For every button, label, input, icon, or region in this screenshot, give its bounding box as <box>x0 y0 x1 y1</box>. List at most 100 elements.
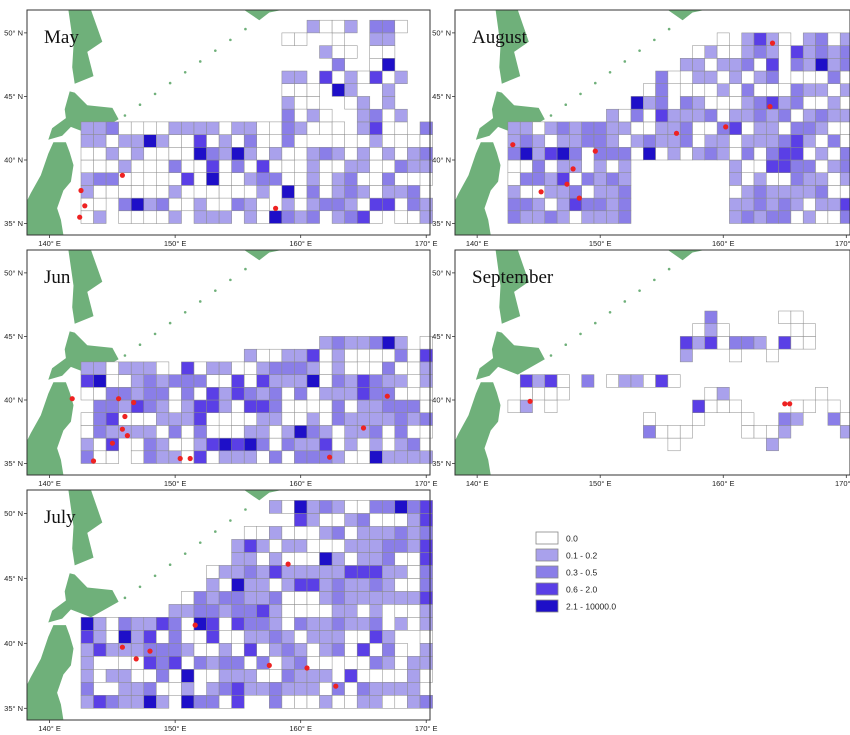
grid-cell <box>80 134 94 148</box>
grid-cell <box>419 197 433 212</box>
grid-cell <box>419 210 433 224</box>
kamchatka-landmass <box>667 250 705 261</box>
catch-point-marker <box>116 396 122 402</box>
grid-cell <box>168 643 182 657</box>
grid-cell <box>394 539 408 553</box>
grid-cell <box>356 643 371 657</box>
grid-cell <box>130 210 145 224</box>
grid-cell <box>281 565 295 579</box>
grid-cell <box>766 108 779 123</box>
grid-cell <box>243 197 258 212</box>
grid-cell <box>407 361 421 375</box>
grid-cell <box>294 425 308 439</box>
grid-cell <box>704 147 718 161</box>
grid-cell <box>319 185 333 199</box>
grid-cell <box>766 348 779 363</box>
grid-cell <box>269 695 283 709</box>
grid-cell <box>156 159 170 173</box>
grid-cell <box>193 210 207 224</box>
grid-cell <box>344 437 358 452</box>
grid-cell <box>655 70 669 84</box>
grid-cell <box>294 617 308 631</box>
grid-cell <box>827 108 841 123</box>
grid-cell <box>741 108 755 123</box>
grid-cell <box>382 96 396 110</box>
kuril-island <box>638 49 641 52</box>
grid-cell <box>93 361 107 375</box>
grid-cell <box>206 387 220 401</box>
grid-cell <box>206 412 220 426</box>
catch-point-marker <box>90 458 97 464</box>
grid-cell <box>419 147 433 161</box>
grid-cell <box>218 656 232 670</box>
grid-cell <box>729 197 742 212</box>
grid-cell <box>815 172 829 186</box>
lon-tick-label: 170° E <box>415 724 438 733</box>
grid-cell <box>630 374 644 388</box>
grid-cell <box>716 83 730 97</box>
grid-cell <box>827 172 841 186</box>
grid-cell <box>729 336 742 350</box>
grid-cell <box>741 412 755 426</box>
catch-point-marker <box>564 181 570 187</box>
grid-cell <box>394 552 408 566</box>
grid-cell <box>281 387 295 401</box>
grid-cell <box>667 437 681 452</box>
grid-cell <box>655 147 669 161</box>
grid-cell <box>419 552 433 566</box>
grid-cell <box>344 336 358 350</box>
grid-cell <box>532 210 546 224</box>
grid-cell <box>356 159 371 173</box>
grid-cell <box>827 399 841 413</box>
grid-cell <box>618 108 632 123</box>
grid-cell <box>369 591 383 605</box>
grid-cell <box>319 159 333 173</box>
lon-tick-label: 150° E <box>164 239 187 248</box>
grid-cell <box>716 387 730 401</box>
grid-cell <box>839 70 850 84</box>
grid-cell <box>281 539 295 553</box>
honshu-landmass <box>27 382 74 475</box>
grid-cell <box>407 513 421 527</box>
grid-cell <box>331 399 345 413</box>
grid-cell <box>168 604 182 618</box>
grid-cell <box>815 159 829 173</box>
catch-point-marker <box>119 426 125 432</box>
grid-cell <box>716 147 730 161</box>
grid-cell <box>394 387 408 401</box>
grid-cell <box>331 172 345 186</box>
grid-cell <box>306 108 320 123</box>
grid-cell <box>231 197 245 212</box>
grid-cell <box>369 210 383 224</box>
grid-cell <box>193 591 207 605</box>
lat-tick-label: 40° N <box>4 396 23 405</box>
kuril-island <box>214 49 217 52</box>
grid-cell <box>231 578 245 592</box>
grid-cell <box>356 656 371 670</box>
grid-cell <box>407 450 421 464</box>
grid-cell <box>766 210 779 224</box>
grid-cell <box>130 630 145 644</box>
grid-cell <box>419 121 433 135</box>
grid-cell <box>344 96 358 110</box>
grid-cell <box>256 197 270 212</box>
grid-cell <box>369 70 383 84</box>
grid-cell <box>130 361 145 375</box>
grid-cell <box>407 669 421 683</box>
grid-cell <box>741 121 755 135</box>
grid-cell <box>80 643 94 657</box>
lon-tick-label: 150° E <box>164 479 187 488</box>
grid-cell <box>593 210 607 224</box>
grid-cell <box>369 604 383 618</box>
grid-cell <box>419 539 433 553</box>
grid-cell <box>181 134 195 148</box>
grid-cell <box>839 32 850 46</box>
kuril-island <box>244 508 247 511</box>
grid-cell <box>306 630 320 644</box>
kuril-island <box>579 332 582 336</box>
grid-cell <box>193 656 207 670</box>
grid-cell <box>193 147 207 161</box>
grid-cell <box>704 58 718 72</box>
kuril-island <box>153 332 157 336</box>
grid-cell <box>243 450 258 464</box>
